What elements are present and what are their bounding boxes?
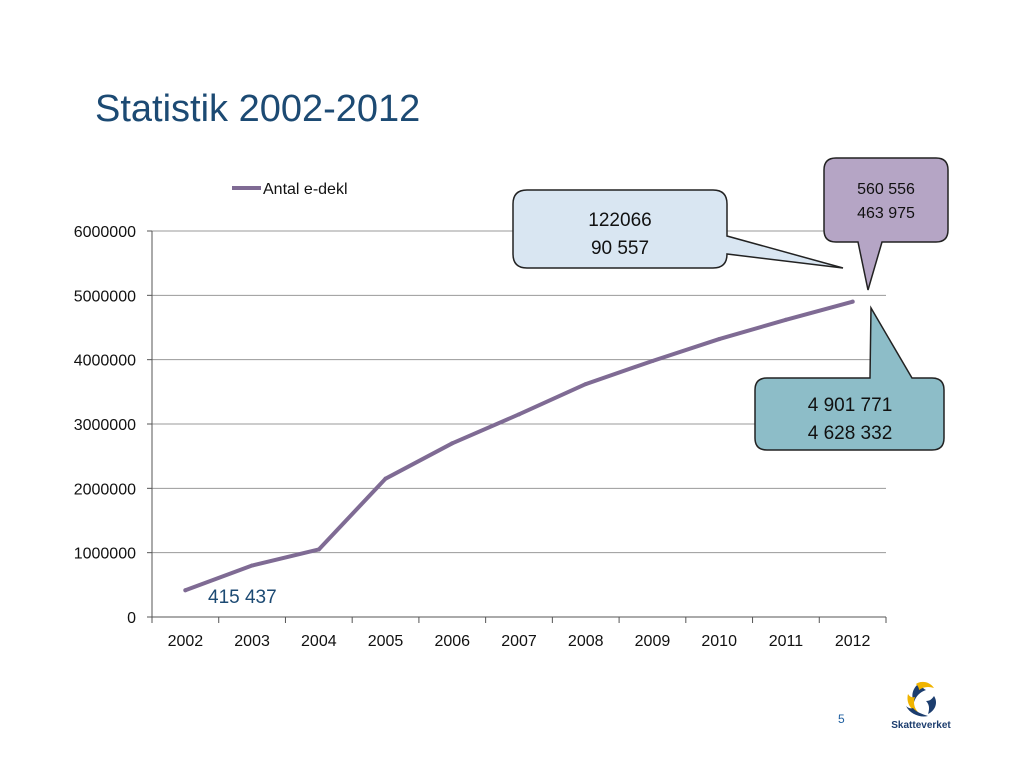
callout-teal-line1: 4 901 771 xyxy=(808,395,893,416)
data-point xyxy=(583,382,588,387)
callout-purple-shape xyxy=(823,157,949,291)
x-tick-label: 2003 xyxy=(234,633,270,650)
data-point xyxy=(183,588,188,593)
data-point xyxy=(517,412,521,417)
slide-title: Statistik 2002-2012 xyxy=(95,88,421,130)
gridlines xyxy=(152,230,886,618)
skatteverket-logo: Skatteverket xyxy=(886,676,956,736)
legend-label: Antal e-dekl xyxy=(263,181,348,198)
data-point xyxy=(383,476,388,481)
data-point xyxy=(450,441,455,446)
callout-light-blue-line1: 122066 xyxy=(588,210,651,231)
x-tick-label: 2010 xyxy=(701,633,737,650)
x-tick-label: 2006 xyxy=(434,633,470,650)
page-number: 5 xyxy=(838,712,845,726)
callout-light-blue-line2: 90 557 xyxy=(591,238,649,259)
callout-teal-line2: 4 628 332 xyxy=(808,423,893,444)
callout-teal: 4 901 771 4 628 332 xyxy=(754,305,945,451)
y-tick-label: 5000000 xyxy=(74,288,136,305)
x-tick-label: 2011 xyxy=(769,633,804,650)
series-line-group xyxy=(183,299,855,593)
data-point xyxy=(850,299,855,304)
data-point xyxy=(783,317,788,322)
x-tick-label: 2012 xyxy=(835,633,871,650)
logo-mark-icon xyxy=(906,681,936,717)
x-tick-label: 2005 xyxy=(368,633,404,650)
x-tick-label: 2004 xyxy=(301,633,337,650)
callout-light-blue: 122066 90 557 xyxy=(512,189,844,269)
callout-teal-shape xyxy=(754,305,945,451)
x-tick-label: 2008 xyxy=(568,633,604,650)
y-tick-label: 0 xyxy=(127,610,136,627)
legend: Antal e-dekl xyxy=(232,181,348,198)
x-tick-label: 2009 xyxy=(635,633,671,650)
data-point xyxy=(250,563,255,568)
callout-purple-line2: 463 975 xyxy=(857,205,915,222)
data-point xyxy=(316,547,321,552)
logo-text: Skatteverket xyxy=(891,720,951,731)
y-tick-label: 1000000 xyxy=(74,546,136,563)
start-value-label: 415 437 xyxy=(208,587,277,608)
data-point xyxy=(717,337,722,342)
callout-purple-line1: 560 556 xyxy=(857,181,915,198)
x-tick-label: 2002 xyxy=(168,633,204,650)
series-line xyxy=(183,299,855,593)
x-axis: 2002 2003 2004 2005 2006 2007 2008 2009 2010 2011… xyxy=(151,617,887,650)
y-tick-label: 2000000 xyxy=(74,481,136,498)
y-tick-label: 3000000 xyxy=(74,417,136,434)
callout-purple: 560 556 463 975 xyxy=(823,157,949,291)
y-tick-label: 4000000 xyxy=(74,353,136,370)
callout-light-blue-shape xyxy=(512,189,844,269)
data-point xyxy=(650,358,655,363)
y-axis: 0 1000000 2000000 3000000 4000000 5000000 6000… xyxy=(74,224,153,627)
x-tick-label: 2007 xyxy=(501,633,537,650)
y-tick-label: 6000000 xyxy=(74,224,136,241)
